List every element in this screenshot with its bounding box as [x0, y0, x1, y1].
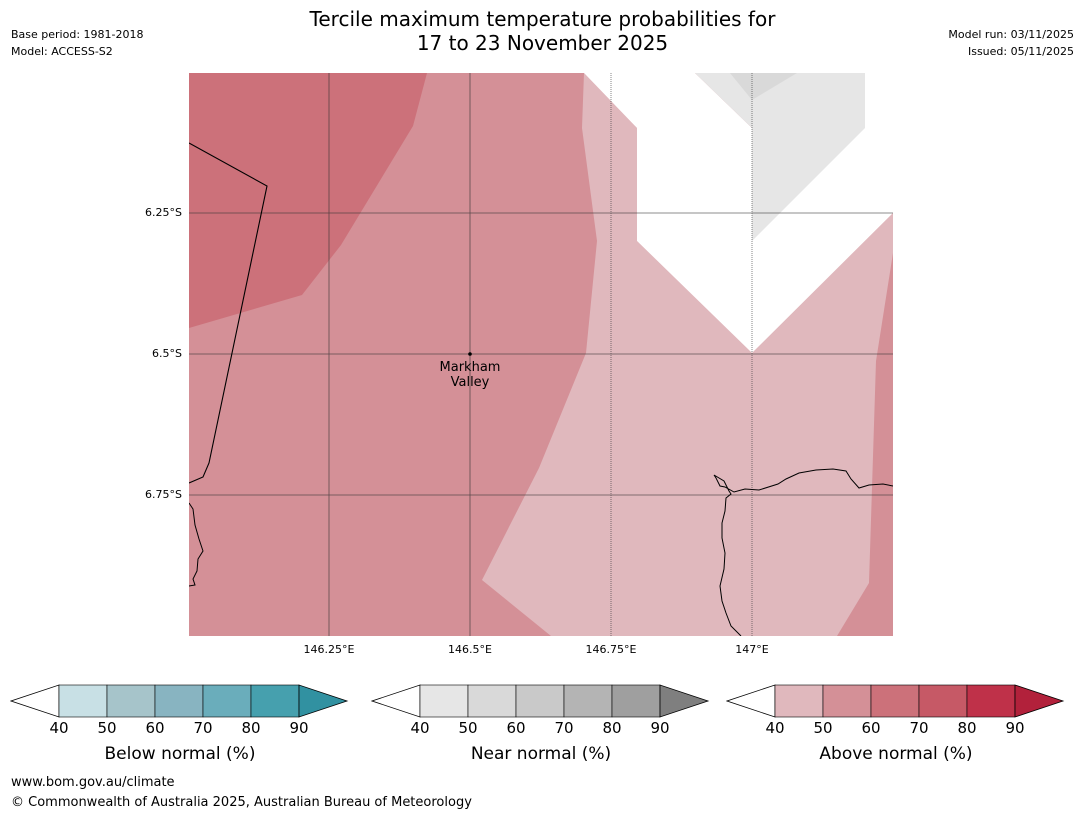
above-tick: 80	[957, 719, 977, 737]
colorbar-below	[10, 684, 349, 718]
above-colorbar-segment	[822, 684, 872, 718]
below-tick: 50	[97, 719, 117, 737]
coastline-west	[189, 502, 204, 587]
model-run: Model run: 03/11/2025	[948, 28, 1074, 41]
near-colorbar-segment	[515, 684, 565, 718]
below-tick: 60	[145, 719, 165, 737]
near-colorbar-segment	[611, 684, 661, 718]
above-tick: 90	[1005, 719, 1025, 737]
place-name-line-1: Markham	[439, 360, 501, 375]
colorbar-below-title: Below normal (%)	[104, 744, 256, 764]
near-colorbar-under-arrow	[371, 684, 421, 718]
below-colorbar-segment	[202, 684, 252, 718]
colorbar-above-title: Above normal (%)	[819, 744, 973, 764]
below-colorbar-over-arrow	[298, 684, 349, 718]
issued-date: Issued: 05/11/2025	[967, 45, 1074, 58]
above-60-70-region	[189, 73, 427, 328]
above-colorbar-segment	[774, 684, 824, 718]
below-tick: 70	[193, 719, 213, 737]
base-period: Base period: 1981-2018	[11, 28, 144, 41]
colorbar-above	[726, 684, 1065, 718]
near-tick: 40	[410, 719, 430, 737]
near-tick: 50	[458, 719, 478, 737]
below-tick: 90	[289, 719, 309, 737]
near-40-50-region	[695, 73, 865, 241]
above-tick: 40	[765, 719, 785, 737]
title-line-2: 17 to 23 November 2025	[416, 31, 669, 55]
below-tick: 80	[241, 719, 261, 737]
above-colorbar-segment	[870, 684, 920, 718]
colorbar-near-title: Near normal (%)	[470, 744, 612, 764]
near-tick: 70	[554, 719, 574, 737]
below-colorbar-segment	[106, 684, 156, 718]
lat-label-2: 6.5°S	[152, 347, 182, 360]
above-colorbar-over-arrow	[1014, 684, 1065, 718]
near-tick: 60	[506, 719, 526, 737]
near-colorbar-over-arrow	[659, 684, 710, 718]
below-colorbar-segment	[154, 684, 204, 718]
lon-label-1: 146.25°E	[303, 643, 355, 656]
below-tick: 40	[49, 719, 69, 737]
footer-copyright: © Commonwealth of Australia 2025, Austra…	[11, 795, 472, 810]
above-colorbar-segment	[966, 684, 1016, 718]
lon-label-4: 147°E	[735, 643, 769, 656]
above-tick: 70	[909, 719, 929, 737]
near-50-60-region	[730, 73, 797, 100]
place-name-line-2: Valley	[450, 375, 490, 390]
near-tick: 80	[602, 719, 622, 737]
footer-url: www.bom.gov.au/climate	[11, 775, 175, 790]
near-tick: 90	[650, 719, 670, 737]
below-colorbar-under-arrow	[10, 684, 60, 718]
probability-map	[189, 73, 893, 636]
above-colorbar-segment	[918, 684, 968, 718]
model-name: Model: ACCESS-S2	[11, 45, 113, 58]
above-tick: 60	[861, 719, 881, 737]
meta-right: Model run: 03/11/2025 Issued: 05/11/2025	[948, 26, 1074, 60]
below-colorbar-segment	[58, 684, 108, 718]
boundary-line	[189, 142, 268, 484]
lat-label-1: 6.25°S	[145, 206, 182, 219]
below-colorbar-segment	[250, 684, 300, 718]
lat-label-3: 6.75°S	[145, 488, 182, 501]
lon-label-3: 146.75°E	[585, 643, 637, 656]
coastline-east	[713, 468, 893, 636]
near-colorbar-segment	[467, 684, 517, 718]
meta-left: Base period: 1981-2018 Model: ACCESS-S2	[11, 26, 143, 60]
title-line-1: Tercile maximum temperature probabilitie…	[309, 7, 776, 31]
place-label: Markham Valley	[420, 360, 520, 390]
near-colorbar-segment	[419, 684, 469, 718]
above-colorbar-under-arrow	[726, 684, 776, 718]
near-colorbar-segment	[563, 684, 613, 718]
above-tick: 50	[813, 719, 833, 737]
place-marker	[468, 352, 472, 356]
colorbar-near	[371, 684, 710, 718]
lon-label-2: 146.5°E	[448, 643, 492, 656]
